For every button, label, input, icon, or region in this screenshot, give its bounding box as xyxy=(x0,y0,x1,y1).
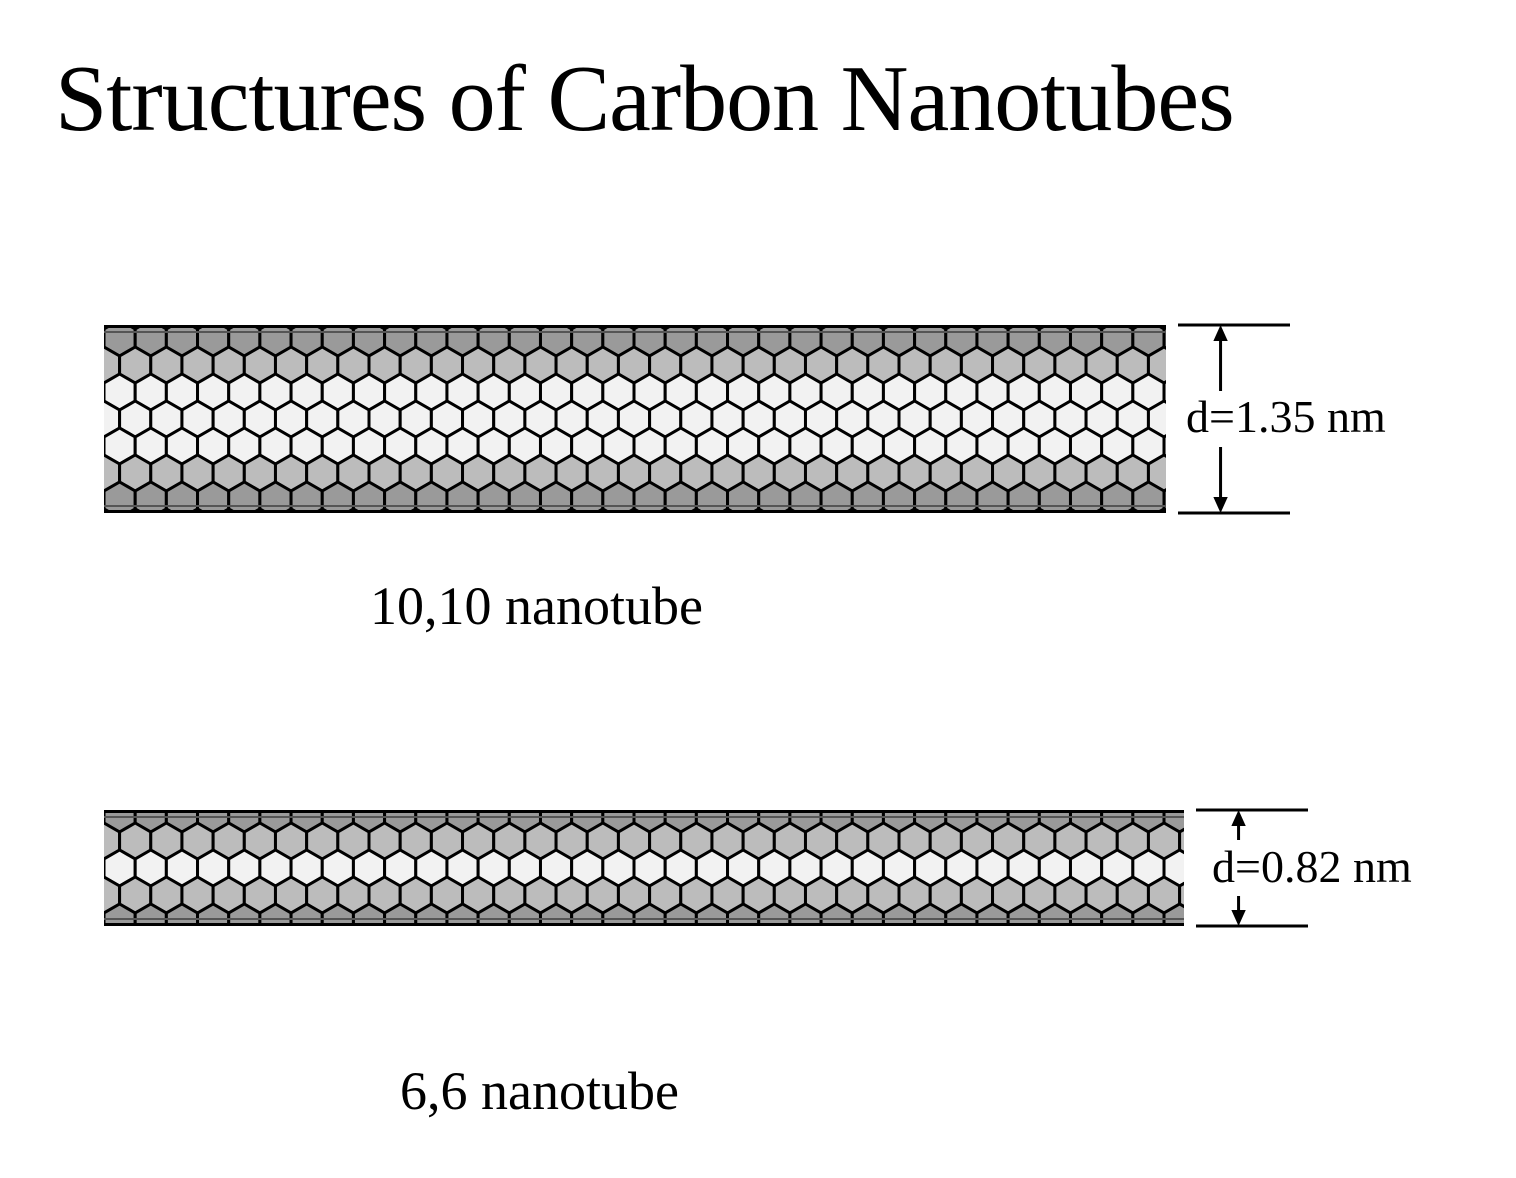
page-title: Structures of Carbon Nanotubes xyxy=(55,45,1234,153)
caption-6-6: 6,6 nanotube xyxy=(400,1060,679,1122)
diameter-label-6-6: d=0.82 nm xyxy=(1212,840,1412,893)
caption-10-10: 10,10 nanotube xyxy=(370,575,703,637)
diameter-label-10-10: d=1.35 nm xyxy=(1186,390,1386,443)
